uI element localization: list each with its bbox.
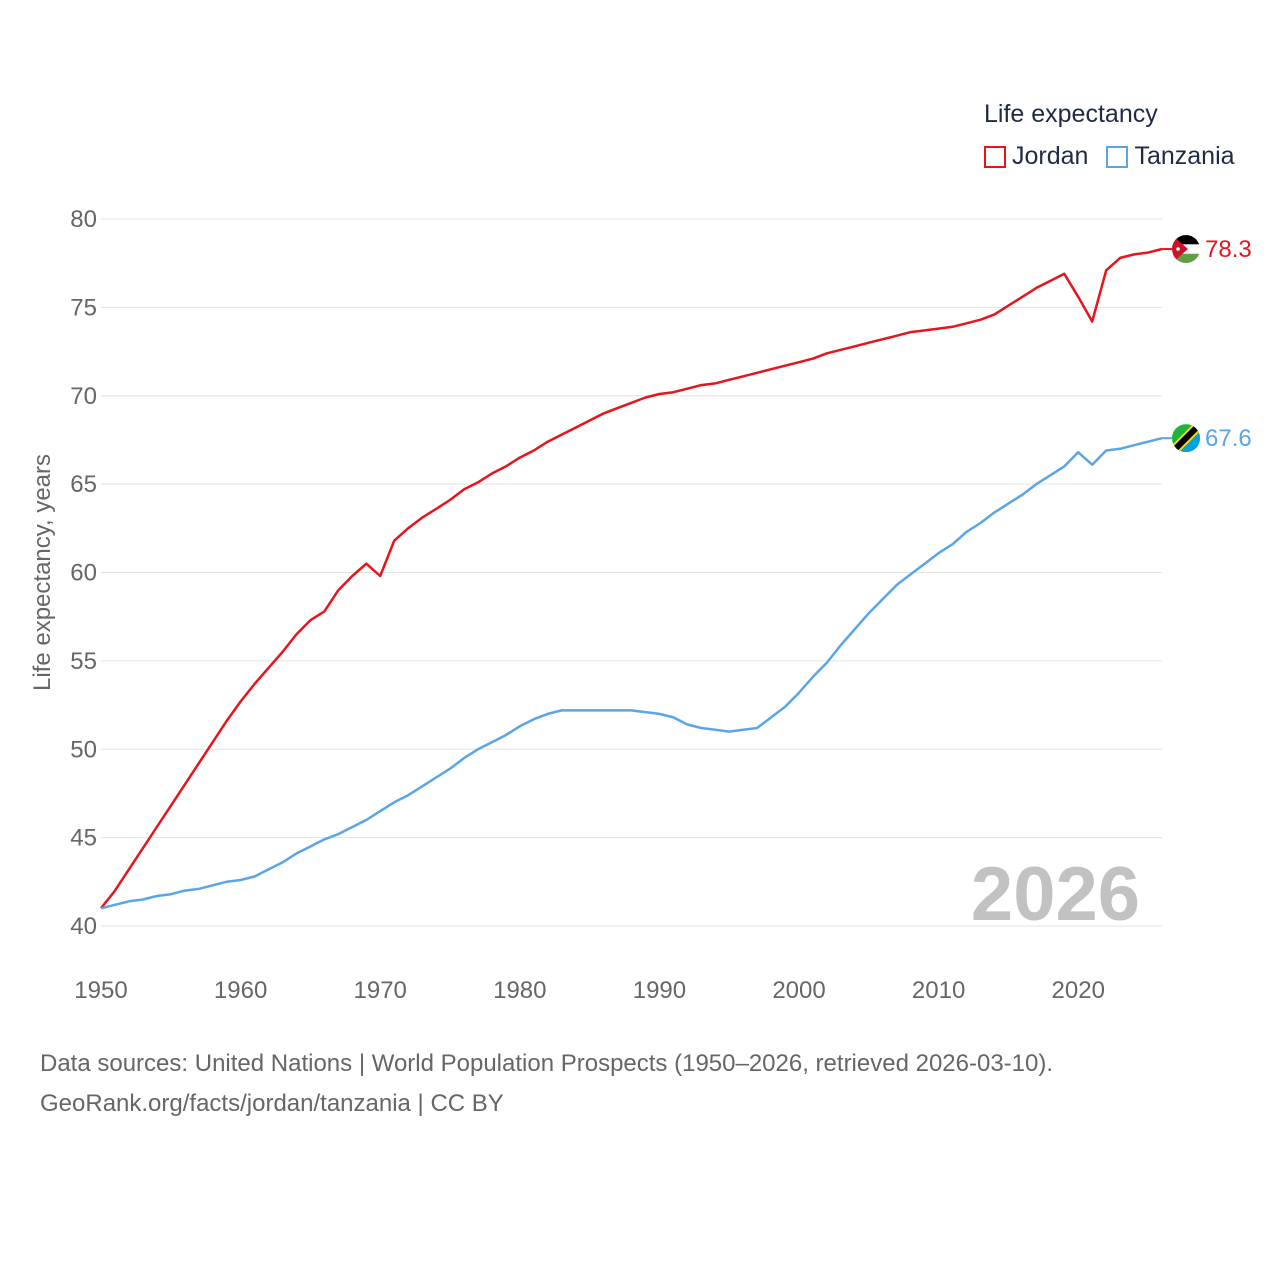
x-tick-label: 1970 — [354, 977, 407, 1004]
x-tick-label: 1980 — [493, 977, 546, 1004]
y-tick-label: 40 — [70, 913, 97, 940]
year-watermark: 2026 — [971, 852, 1140, 937]
y-tick-label: 70 — [70, 383, 97, 410]
legend: Jordan Tanzania — [984, 142, 1235, 171]
y-tick-label: 55 — [70, 648, 97, 675]
legend-swatch-jordan — [984, 145, 1006, 168]
legend-label-jordan: Jordan — [1012, 142, 1089, 170]
y-tick-label: 45 — [70, 825, 97, 852]
x-tick-label: 1950 — [74, 977, 127, 1004]
data-sources-text: Data sources: United Nations | World Pop… — [40, 1050, 1054, 1077]
footer: Data sources: United Nations | World Pop… — [40, 1044, 1053, 1124]
y-tick-label: 60 — [70, 560, 97, 587]
y-tick-label: 75 — [70, 294, 97, 321]
x-tick-label: 2020 — [1052, 977, 1105, 1004]
y-tick-label: 80 — [70, 206, 97, 233]
x-tick-label: 1960 — [214, 977, 267, 1004]
y-tick-label: 50 — [70, 736, 97, 763]
source-link[interactable]: GeoRank.org/facts/jordan/tanzania | CC B… — [40, 1090, 504, 1117]
legend-title: Life expectancy — [984, 100, 1158, 128]
jordan-flag-icon — [1172, 235, 1200, 264]
series-end-label-tanzania: 67.6 — [1205, 425, 1252, 452]
series-line-jordan — [100, 247, 1163, 910]
y-axis-title: Life expectancy, years — [29, 454, 56, 691]
y-tick-label: 65 — [70, 471, 97, 498]
tanzania-flag-icon — [1172, 424, 1200, 453]
legend-item-jordan[interactable]: Jordan — [984, 142, 1088, 171]
series-end-label-jordan: 78.3 — [1205, 236, 1252, 263]
legend-swatch-tanzania — [1106, 145, 1129, 168]
series-line-tanzania — [100, 436, 1163, 910]
legend-item-tanzania[interactable]: Tanzania — [1106, 142, 1235, 171]
x-tick-label: 2000 — [772, 977, 825, 1004]
x-tick-label: 2010 — [912, 977, 965, 1004]
legend-label-tanzania: Tanzania — [1134, 142, 1235, 170]
x-tick-label: 1990 — [633, 977, 686, 1004]
line-chart: 40 45 50 55 60 65 70 75 80 1950 1960 1970 1980 1990 20… — [29, 206, 1252, 1004]
